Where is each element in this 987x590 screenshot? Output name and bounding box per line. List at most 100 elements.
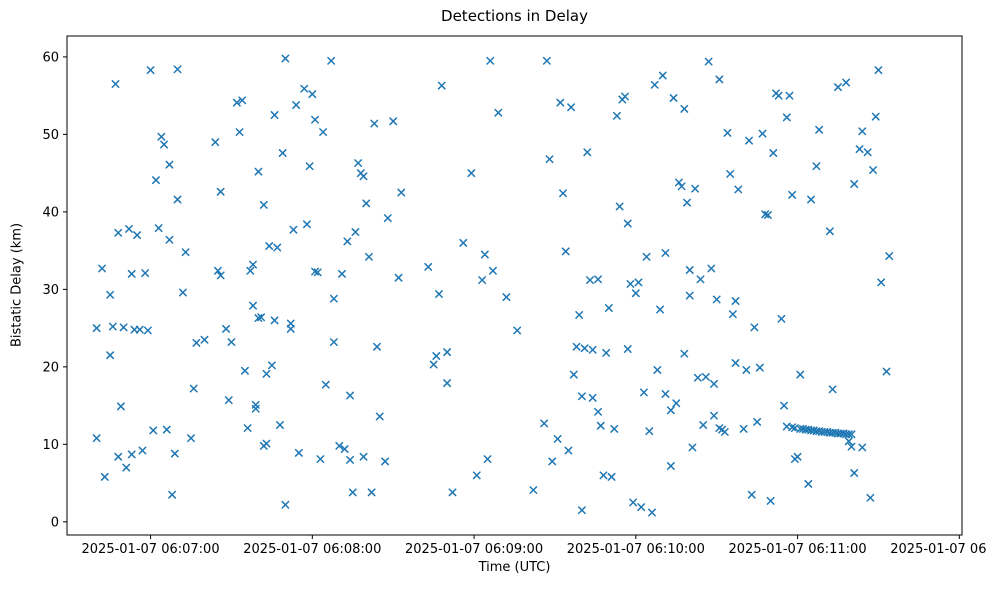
scatter-marker <box>828 385 837 394</box>
scatter-marker <box>844 430 853 439</box>
scatter-marker <box>594 275 603 284</box>
scatter-marker <box>623 219 632 228</box>
scatter-marker <box>672 399 681 408</box>
scatter-marker <box>173 195 182 204</box>
scatter-marker <box>329 294 338 303</box>
scatter-marker <box>443 348 452 357</box>
scatter-marker <box>100 472 109 481</box>
scatter-marker <box>807 195 815 204</box>
scatter-marker <box>804 479 813 488</box>
scatter-marker <box>596 421 605 430</box>
scatter-marker <box>235 128 244 137</box>
scatter-marker <box>780 401 789 410</box>
scatter-marker <box>394 273 403 282</box>
scatter-marker <box>817 427 826 436</box>
chart-title: Detections in Delay <box>441 7 588 25</box>
scatter-marker <box>286 324 295 333</box>
scatter-marker <box>316 455 325 464</box>
scatter-marker <box>308 90 317 99</box>
x-tick-label: 2025-01-07 06:10:00 <box>567 542 705 557</box>
scatter-marker <box>842 78 851 87</box>
scatter-marker <box>122 463 131 472</box>
scatter-marker <box>556 98 565 107</box>
scatter-marker <box>478 276 487 285</box>
scatter-marker <box>545 155 554 164</box>
scatter-marker <box>467 169 476 178</box>
scatter-marker <box>143 326 152 335</box>
scatter-marker <box>502 293 511 302</box>
scatter-marker <box>564 446 573 455</box>
scatter-marker <box>165 235 174 244</box>
scatter-marker <box>92 434 101 443</box>
scatter-marker <box>162 425 171 434</box>
scatter-marker <box>270 111 279 119</box>
scatter-marker <box>448 488 457 497</box>
scatter-marker <box>712 295 721 304</box>
scatter-marker <box>599 471 608 480</box>
y-tick-label: 30 <box>42 283 59 298</box>
scatter-marker <box>488 266 497 275</box>
scatter-marker <box>187 434 195 443</box>
scatter-marker <box>793 452 802 461</box>
scatter-marker <box>114 228 123 237</box>
scatter-marker <box>731 297 740 305</box>
scatter-marker <box>108 322 117 331</box>
scatter-marker <box>292 101 301 109</box>
scatter-marker <box>92 324 101 333</box>
scatter-marker <box>178 288 187 297</box>
scatter-marker <box>486 56 495 65</box>
scatter-marker <box>847 442 856 451</box>
scatter-marker <box>594 407 603 416</box>
scatter-marker <box>152 176 160 185</box>
scatter-marker <box>319 128 328 137</box>
scatter-marker <box>246 266 255 275</box>
scatter-marker <box>680 104 689 113</box>
scatter-marker <box>769 149 778 157</box>
scatter-marker <box>583 148 592 157</box>
scatter-marker <box>728 310 737 319</box>
scatter-marker <box>815 125 824 134</box>
scatter-marker <box>666 406 675 415</box>
scatter-marker <box>634 278 643 287</box>
scatter-marker <box>610 424 619 433</box>
scatter-marker <box>559 189 567 198</box>
scatter-marker <box>723 128 732 137</box>
scatter-marker <box>855 145 864 154</box>
scatter-marker <box>621 92 629 101</box>
scatter-marker <box>149 426 158 435</box>
scatter-marker <box>278 149 287 157</box>
scatter-marker <box>796 370 805 379</box>
scatter-marker <box>693 373 702 382</box>
scatter-marker <box>701 372 710 381</box>
scatter-marker <box>577 392 586 401</box>
scatter-marker <box>249 301 257 310</box>
scatter-marker <box>119 323 128 332</box>
scatter-marker <box>224 396 233 405</box>
scatter-marker <box>311 115 319 124</box>
scatter-marker <box>480 250 489 259</box>
scatter-marker <box>106 290 115 299</box>
y-tick-label: 50 <box>42 128 59 143</box>
scatter-marker <box>346 455 355 464</box>
scatter-marker <box>472 471 481 480</box>
scatter-marker <box>882 367 891 376</box>
scatter-marker <box>348 488 357 497</box>
scatter-marker <box>98 264 106 273</box>
y-tick-label: 60 <box>42 50 59 65</box>
scatter-marker <box>343 237 352 246</box>
scatter-marker <box>127 450 136 459</box>
scatter-marker <box>661 249 670 257</box>
scatter-marker <box>637 503 646 512</box>
scatter-marker <box>389 117 398 126</box>
scatter-marker <box>842 430 851 439</box>
scatter-marker <box>200 335 209 344</box>
scatter-marker <box>116 402 125 411</box>
scatter-marker <box>276 421 284 429</box>
scatter-marker <box>683 198 691 207</box>
scatter-marker <box>850 469 859 477</box>
scatter-marker <box>661 390 670 398</box>
scatter-marker <box>674 178 683 187</box>
scatter-marker <box>623 345 632 353</box>
scatter-marker <box>130 325 139 334</box>
scatter-marker <box>742 366 751 374</box>
